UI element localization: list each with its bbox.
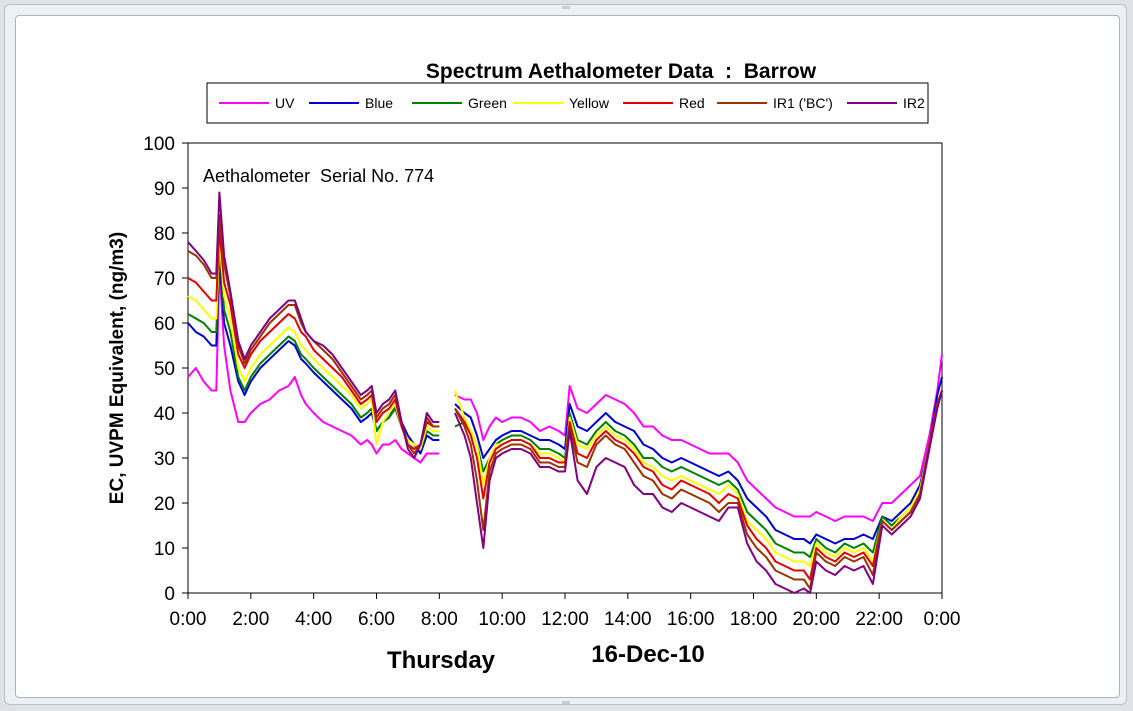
legend-item: IR1 ('BC')	[717, 95, 833, 111]
chart-title: Spectrum Aethalometer Data : Barrow	[426, 60, 817, 83]
date-label: 16-Dec-10	[591, 641, 704, 668]
x-tick-label: 0:00	[170, 609, 207, 630]
y-tick-label: 10	[154, 539, 175, 560]
legend-label: Red	[679, 95, 705, 111]
x-tick-label: 2:00	[232, 609, 269, 630]
y-tick-label: 60	[154, 314, 175, 335]
y-tick-label: 20	[154, 494, 175, 515]
legend-label: IR2	[903, 95, 925, 111]
legend-item: IR2	[847, 95, 925, 111]
x-tick-label: 6:00	[358, 609, 395, 630]
x-tick-label: 10:00	[478, 609, 526, 630]
legend: UV Blue Green Yellow Red IR1 ('BC') IR2	[219, 95, 925, 111]
legend-label: Yellow	[569, 95, 610, 111]
x-tick-label: 4:00	[295, 609, 332, 630]
x-axis: 0:00 2:00 4:00 6:00 8:00 10:00 12:00 14:00 16:00…	[170, 593, 961, 630]
y-axis-label: EC, UVPM Equivalent, (ng/m3)	[107, 232, 128, 504]
resize-handle-top[interactable]	[562, 6, 570, 9]
x-tick-label: 14:00	[604, 609, 652, 630]
legend-label: Blue	[365, 95, 393, 111]
y-tick-label: 0	[164, 584, 175, 605]
legend-label: Green	[468, 95, 507, 111]
y-tick-label: 80	[154, 224, 175, 245]
y-tick-label: 100	[143, 134, 175, 155]
y-tick-label: 70	[154, 269, 175, 290]
x-tick-label: 12:00	[541, 609, 589, 630]
plot-area	[187, 142, 943, 594]
series-line-uv	[187, 268, 943, 522]
y-tick-label: 40	[154, 404, 175, 425]
series-line-ir2	[187, 191, 943, 594]
y-tick-label: 90	[154, 179, 175, 200]
legend-item: Green	[412, 95, 507, 111]
y-tick-label: 30	[154, 449, 175, 470]
legend-label: IR1 ('BC')	[773, 95, 833, 111]
x-tick-label: 22:00	[855, 609, 903, 630]
x-tick-label: 8:00	[421, 609, 458, 630]
window-frame: Spectrum Aethalometer Data : Barrow UV Bl…	[4, 4, 1127, 705]
legend-label: UV	[275, 95, 295, 111]
resize-handle-bottom[interactable]	[562, 701, 570, 704]
day-label: Thursday	[387, 647, 496, 674]
legend-item: Yellow	[513, 95, 610, 111]
x-tick-label: 18:00	[730, 609, 778, 630]
series-line-red	[187, 227, 943, 581]
x-tick-label: 16:00	[667, 609, 715, 630]
chart-annotation: Aethalometer Serial No. 774	[203, 166, 434, 186]
series-lines	[187, 191, 943, 594]
y-axis: 0 10 20 30 40 50 60 70 80 90 100	[143, 134, 188, 605]
legend-item: Red	[623, 95, 705, 111]
x-tick-label: 0:00	[924, 609, 961, 630]
legend-item: Blue	[309, 95, 393, 111]
chart: Spectrum Aethalometer Data : Barrow UV Bl…	[107, 60, 961, 674]
x-tick-label: 20:00	[793, 609, 841, 630]
legend-item: UV	[219, 95, 295, 111]
y-tick-label: 50	[154, 359, 175, 380]
chart-area: Spectrum Aethalometer Data : Barrow UV Bl…	[15, 15, 1120, 698]
